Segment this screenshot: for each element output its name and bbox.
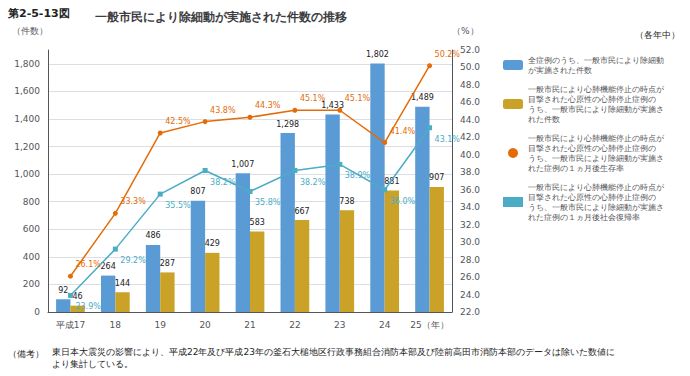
svg-text:18: 18	[110, 320, 122, 330]
svg-text:26.0: 26.0	[460, 272, 480, 282]
svg-text:一般市民により除細動が実施された件数の推移: 一般市民により除細動が実施された件数の推移	[95, 10, 347, 24]
svg-text:20: 20	[199, 320, 211, 330]
svg-text:1,000: 1,000	[14, 169, 40, 179]
svg-text:れた件数: れた件数	[528, 115, 560, 124]
svg-text:38.2%: 38.2%	[300, 178, 326, 187]
svg-text:42.0: 42.0	[460, 132, 480, 142]
svg-text:1,802: 1,802	[366, 50, 389, 59]
svg-text:44.3%: 44.3%	[255, 101, 281, 110]
svg-text:43.8%: 43.8%	[210, 106, 236, 115]
svg-text:28.0: 28.0	[460, 255, 480, 265]
svg-text:807: 807	[190, 187, 205, 196]
svg-text:1,600: 1,600	[14, 86, 40, 96]
svg-text:881: 881	[384, 177, 399, 186]
svg-text:25（年）: 25（年）	[410, 320, 448, 330]
svg-text:35.8%: 35.8%	[255, 198, 281, 207]
svg-text:32.0: 32.0	[460, 220, 480, 230]
svg-text:800: 800	[23, 197, 40, 207]
svg-text:平成17: 平成17	[56, 320, 85, 330]
svg-text:34.0: 34.0	[460, 202, 480, 212]
svg-text:全症例のうち、一般市民により除細動: 全症例のうち、一般市民により除細動	[528, 56, 664, 65]
svg-text:583: 583	[250, 218, 265, 227]
svg-text:一般市民により心肺機能停止の時点が: 一般市民により心肺機能停止の時点が	[528, 85, 665, 94]
svg-text:23.9%: 23.9%	[75, 302, 101, 311]
svg-text:24: 24	[379, 320, 391, 330]
svg-text:35.5%: 35.5%	[165, 201, 191, 210]
svg-text:1,400: 1,400	[14, 114, 40, 124]
svg-text:46.0: 46.0	[460, 97, 480, 107]
svg-text:38.2%: 38.2%	[210, 178, 236, 187]
svg-text:600: 600	[23, 224, 40, 234]
svg-text:23: 23	[334, 320, 345, 330]
svg-text:50.0: 50.0	[460, 62, 480, 72]
svg-text:144: 144	[115, 279, 130, 288]
svg-text:22.0: 22.0	[460, 307, 480, 317]
svg-text:1,298: 1,298	[276, 120, 299, 129]
svg-text:（各年中）: （各年中）	[635, 30, 680, 40]
svg-text:45.1%: 45.1%	[300, 94, 326, 103]
svg-text:200: 200	[23, 279, 40, 289]
svg-text:43.1%: 43.1%	[435, 135, 461, 144]
svg-text:400: 400	[23, 252, 40, 262]
svg-text:1,007: 1,007	[231, 160, 254, 169]
svg-text:45.1%: 45.1%	[345, 94, 371, 103]
svg-text:うち、一般市民により除細動が実施さ: うち、一般市民により除細動が実施さ	[528, 154, 664, 163]
svg-text:目撃された心原性の心肺停止症例の: 目撃された心原性の心肺停止症例の	[528, 144, 656, 153]
svg-text:うち、一般市民により除細動が実施さ: うち、一般市民により除細動が実施さ	[528, 105, 664, 114]
svg-text:れた症例の１ヵ月後社会復帰率: れた症例の１ヵ月後社会復帰率	[528, 213, 640, 222]
svg-text:19: 19	[154, 320, 166, 330]
svg-text:738: 738	[339, 197, 354, 206]
svg-text:1,489: 1,489	[411, 93, 434, 102]
svg-text:目撃された心原性の心肺停止症例の: 目撃された心原性の心肺停止症例の	[528, 193, 656, 202]
svg-text:36.0: 36.0	[460, 185, 480, 195]
svg-text:うち、一般市民により除細動が実施さ: うち、一般市民により除細動が実施さ	[528, 203, 664, 212]
svg-text:（備考）: （備考）	[8, 349, 44, 359]
svg-text:24.0: 24.0	[460, 290, 480, 300]
svg-text:486: 486	[145, 231, 160, 240]
svg-text:22: 22	[289, 320, 300, 330]
svg-text:48.0: 48.0	[460, 80, 480, 90]
svg-text:40.0: 40.0	[460, 150, 480, 160]
svg-text:907: 907	[429, 173, 444, 182]
svg-text:0: 0	[34, 307, 40, 317]
svg-text:287: 287	[160, 259, 175, 268]
svg-text:1,200: 1,200	[14, 142, 40, 152]
svg-text:1,433: 1,433	[321, 100, 344, 110]
svg-text:れた症例の１ヵ月後生存率: れた症例の１ヵ月後生存率	[528, 164, 624, 173]
svg-text:26.1%: 26.1%	[75, 260, 101, 269]
svg-text:41.4%: 41.4%	[390, 127, 416, 136]
svg-text:33.3%: 33.3%	[120, 197, 146, 206]
svg-text:第2-5-13図: 第2-5-13図	[7, 7, 70, 20]
svg-text:36.0%: 36.0%	[390, 197, 416, 206]
svg-text:一般市民により心肺機能停止の時点が: 一般市民により心肺機能停止の時点が	[528, 183, 665, 192]
svg-text:一般市民により心肺機能停止の時点が: 一般市民により心肺機能停止の時点が	[528, 134, 665, 143]
svg-text:50.2%: 50.2%	[435, 50, 461, 59]
svg-text:44.0: 44.0	[460, 115, 480, 125]
svg-text:30.0: 30.0	[460, 237, 480, 247]
svg-text:52.0: 52.0	[460, 45, 480, 55]
svg-text:が実施された件数: が実施された件数	[528, 66, 592, 75]
svg-text:667: 667	[294, 207, 309, 216]
svg-text:29.2%: 29.2%	[120, 256, 146, 265]
svg-text:264: 264	[101, 262, 116, 271]
svg-text:21: 21	[244, 320, 255, 330]
svg-text:1,800: 1,800	[14, 59, 40, 69]
svg-text:38.9%: 38.9%	[345, 171, 371, 180]
svg-text:38.0: 38.0	[460, 167, 480, 177]
svg-text:より集計している。: より集計している。	[52, 359, 133, 369]
svg-text:東日本大震災の影響により、平成22年及び平成23年の釜石大槌: 東日本大震災の影響により、平成22年及び平成23年の釜石大槌地区行政事務組合消防…	[52, 347, 615, 357]
svg-text:（%）: （%）	[452, 26, 479, 36]
svg-text:（件数）: （件数）	[12, 26, 48, 36]
svg-text:92: 92	[58, 286, 68, 295]
svg-text:目撃された心原性の心肺停止症例の: 目撃された心原性の心肺停止症例の	[528, 95, 656, 104]
svg-text:42.5%: 42.5%	[165, 117, 191, 126]
svg-text:46: 46	[73, 292, 83, 301]
svg-text:429: 429	[205, 239, 220, 248]
